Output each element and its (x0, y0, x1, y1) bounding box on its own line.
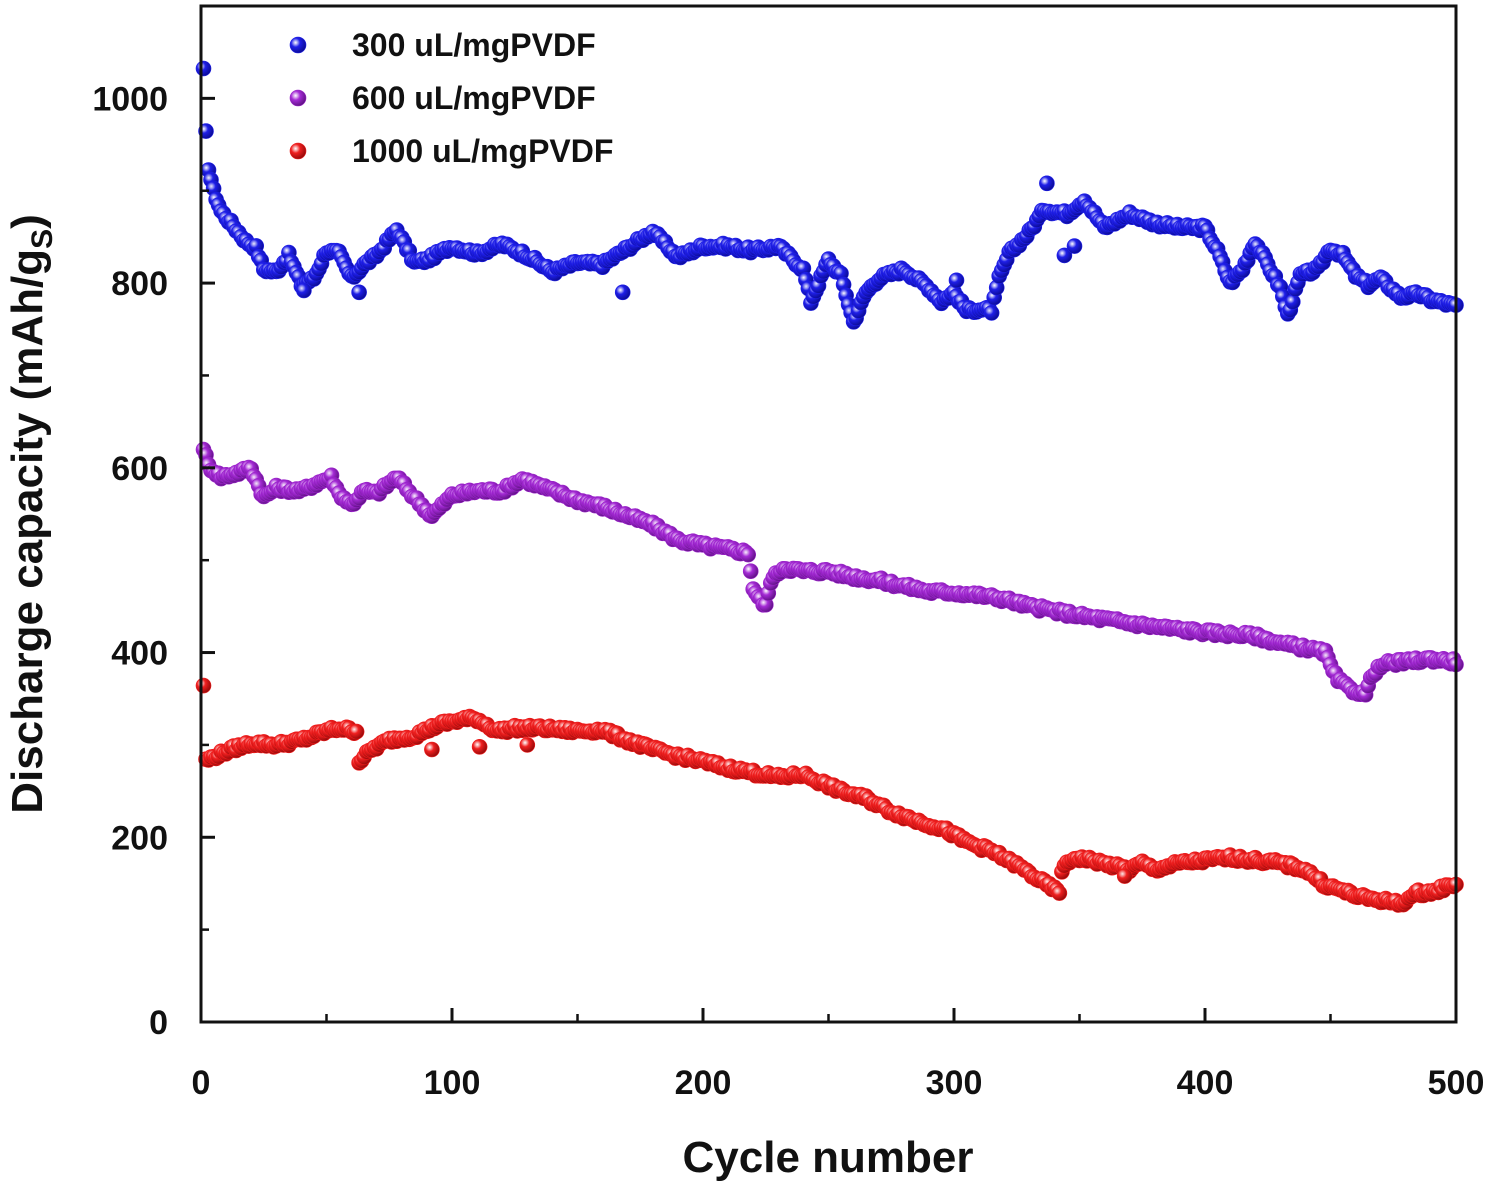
x-tick-label: 400 (1177, 1064, 1234, 1102)
legend-marker (289, 142, 307, 160)
x-axis-title: Cycle number (683, 1133, 974, 1182)
data-point (296, 282, 312, 299)
data-point (195, 677, 212, 694)
data-point (983, 305, 1000, 321)
data-point (1116, 868, 1133, 884)
y-axis-title-close: ) (3, 214, 52, 229)
data-point (1039, 175, 1055, 192)
y-tick-label: 400 (111, 635, 168, 673)
data-point (1285, 293, 1301, 310)
y-tick-label: 0 (149, 1004, 168, 1042)
series-1 (195, 60, 1464, 330)
data-point (519, 737, 536, 753)
x-tick-label: 100 (424, 1064, 481, 1102)
x-tick-label: 0 (192, 1064, 211, 1102)
legend-marker (289, 89, 307, 107)
data-point (351, 284, 367, 301)
x-tick-label: 200 (675, 1064, 732, 1102)
data-point (1051, 885, 1068, 901)
y-axis-title: Discharge capacity (mAh/gS) (3, 214, 59, 814)
data-point (1066, 238, 1083, 254)
series-2 (195, 441, 1464, 703)
legend-label: 600 uL/mgPVDF (352, 80, 596, 116)
data-point (742, 563, 759, 580)
x-axis-ticks: 0 100 200 300 400 500 (192, 1008, 1485, 1102)
legend-label: 300 uL/mgPVDF (352, 27, 596, 63)
data-point (614, 284, 631, 301)
data-point (948, 272, 965, 289)
data-point (740, 546, 757, 563)
legend-marker (289, 36, 307, 54)
y-axis-ticks: 0 200 400 600 800 1000 (92, 80, 215, 1042)
data-point (348, 723, 365, 740)
data-point (1056, 247, 1073, 264)
x-tick-label: 300 (926, 1064, 983, 1102)
series-3 (195, 677, 1464, 913)
x-tick-label: 500 (1428, 1064, 1485, 1102)
y-tick-label: 200 (111, 819, 168, 857)
legend-label: 1000 uL/mgPVDF (352, 133, 613, 169)
y-axis-title-main: Discharge capacity (mAh/g (3, 249, 52, 814)
legend: 300 uL/mgPVDF 600 uL/mgPVDF 1000 uL/mgPVDF (289, 27, 613, 169)
data-point (424, 741, 440, 758)
y-tick-label: 800 (111, 265, 168, 303)
plot-marks (195, 60, 1464, 913)
y-tick-label: 600 (111, 450, 168, 488)
data-point (471, 738, 488, 755)
y-axis-title-subscript: S (26, 229, 59, 249)
data-point (195, 60, 212, 77)
y-tick-label: 1000 (92, 80, 168, 118)
